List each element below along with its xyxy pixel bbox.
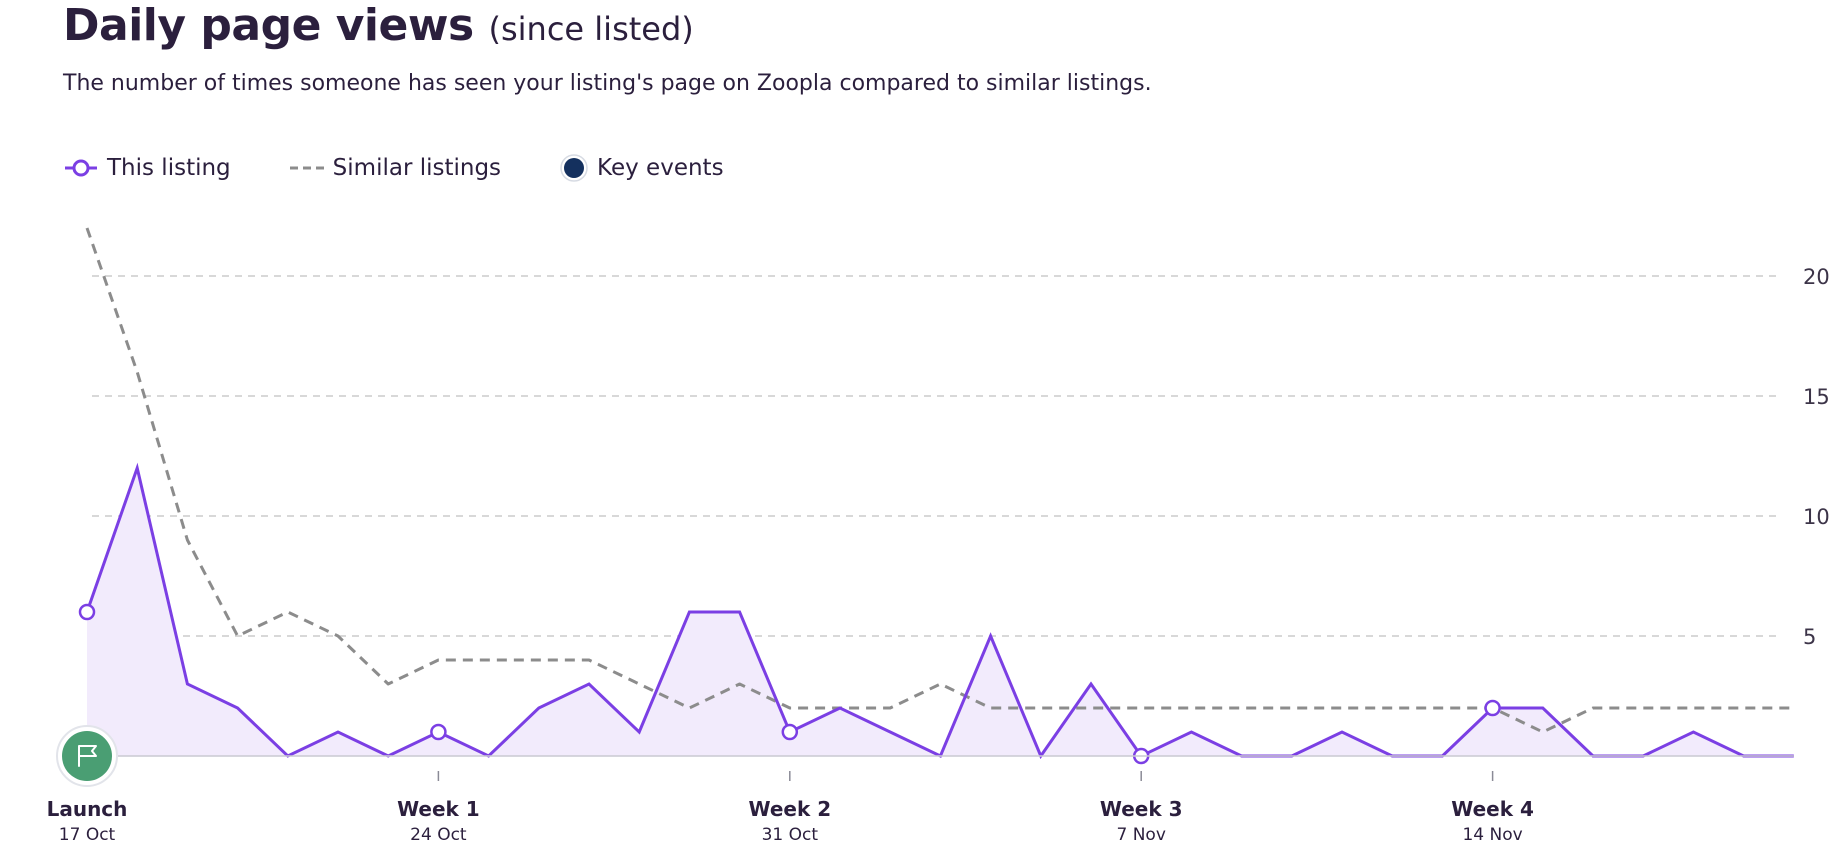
this-listing-fill <box>87 468 1794 756</box>
purple-line-circle-icon <box>65 159 97 177</box>
y-tick-label: 10 <box>1803 505 1830 529</box>
x-label-date: 31 Oct <box>762 825 819 845</box>
navy-dot-icon <box>560 154 588 182</box>
x-label-main: Week 3 <box>1100 797 1183 821</box>
similar-listings-line <box>85 227 1794 734</box>
this-listing-point <box>430 723 447 741</box>
page-views-chart: 5 10 15 20 Launch 17 Oct Week 1 24 Oct Week 2 31… <box>47 227 1830 845</box>
x-label-date: 24 Oct <box>410 825 467 845</box>
flag-icon <box>78 745 97 767</box>
legend-label-this-listing: This listing <box>107 155 231 181</box>
grid-lines <box>92 275 1778 637</box>
y-axis-ticks: 5 10 15 20 <box>1803 265 1830 649</box>
title-main: Daily page views <box>63 0 474 51</box>
legend-label-key-events: Key events <box>597 155 724 181</box>
page-title: Daily page views (since listed) <box>63 0 694 55</box>
x-label-date: 17 Oct <box>59 825 116 845</box>
key-event-marker[interactable] <box>56 725 118 787</box>
legend-item-this-listing[interactable]: This listing <box>63 155 231 181</box>
this-listing-point <box>781 723 799 741</box>
legend-item-similar-listings[interactable]: Similar listings <box>289 155 501 181</box>
legend-label-similar-listings: Similar listings <box>332 155 502 181</box>
this-listing-point <box>1484 699 1501 717</box>
x-label-main: Week 2 <box>748 797 831 821</box>
x-label-main: Week 4 <box>1451 797 1534 821</box>
title-suffix: (since listed) <box>488 10 694 48</box>
chart-description: The number of times someone has seen you… <box>63 71 1152 96</box>
key-events <box>56 725 118 787</box>
y-tick-label: 5 <box>1803 625 1816 649</box>
this-listing-area <box>87 468 1794 756</box>
x-axis: Launch 17 Oct Week 1 24 Oct Week 2 31 Oct Week… <box>47 755 1794 845</box>
this-listing-point <box>78 603 96 621</box>
chart-legend: This listing Similar listings Key events <box>63 150 782 186</box>
legend-item-key-events[interactable]: Key events <box>559 153 724 183</box>
grey-dashed-line-icon <box>289 166 324 170</box>
y-tick-label: 15 <box>1803 385 1830 409</box>
similar-listings-series <box>85 227 1794 734</box>
x-label-main: Launch <box>47 797 128 821</box>
x-label-main: Week 1 <box>397 797 480 821</box>
x-label-date: 7 Nov <box>1116 825 1165 845</box>
x-label-date: 14 Nov <box>1462 825 1522 845</box>
y-tick-label: 20 <box>1803 265 1830 289</box>
